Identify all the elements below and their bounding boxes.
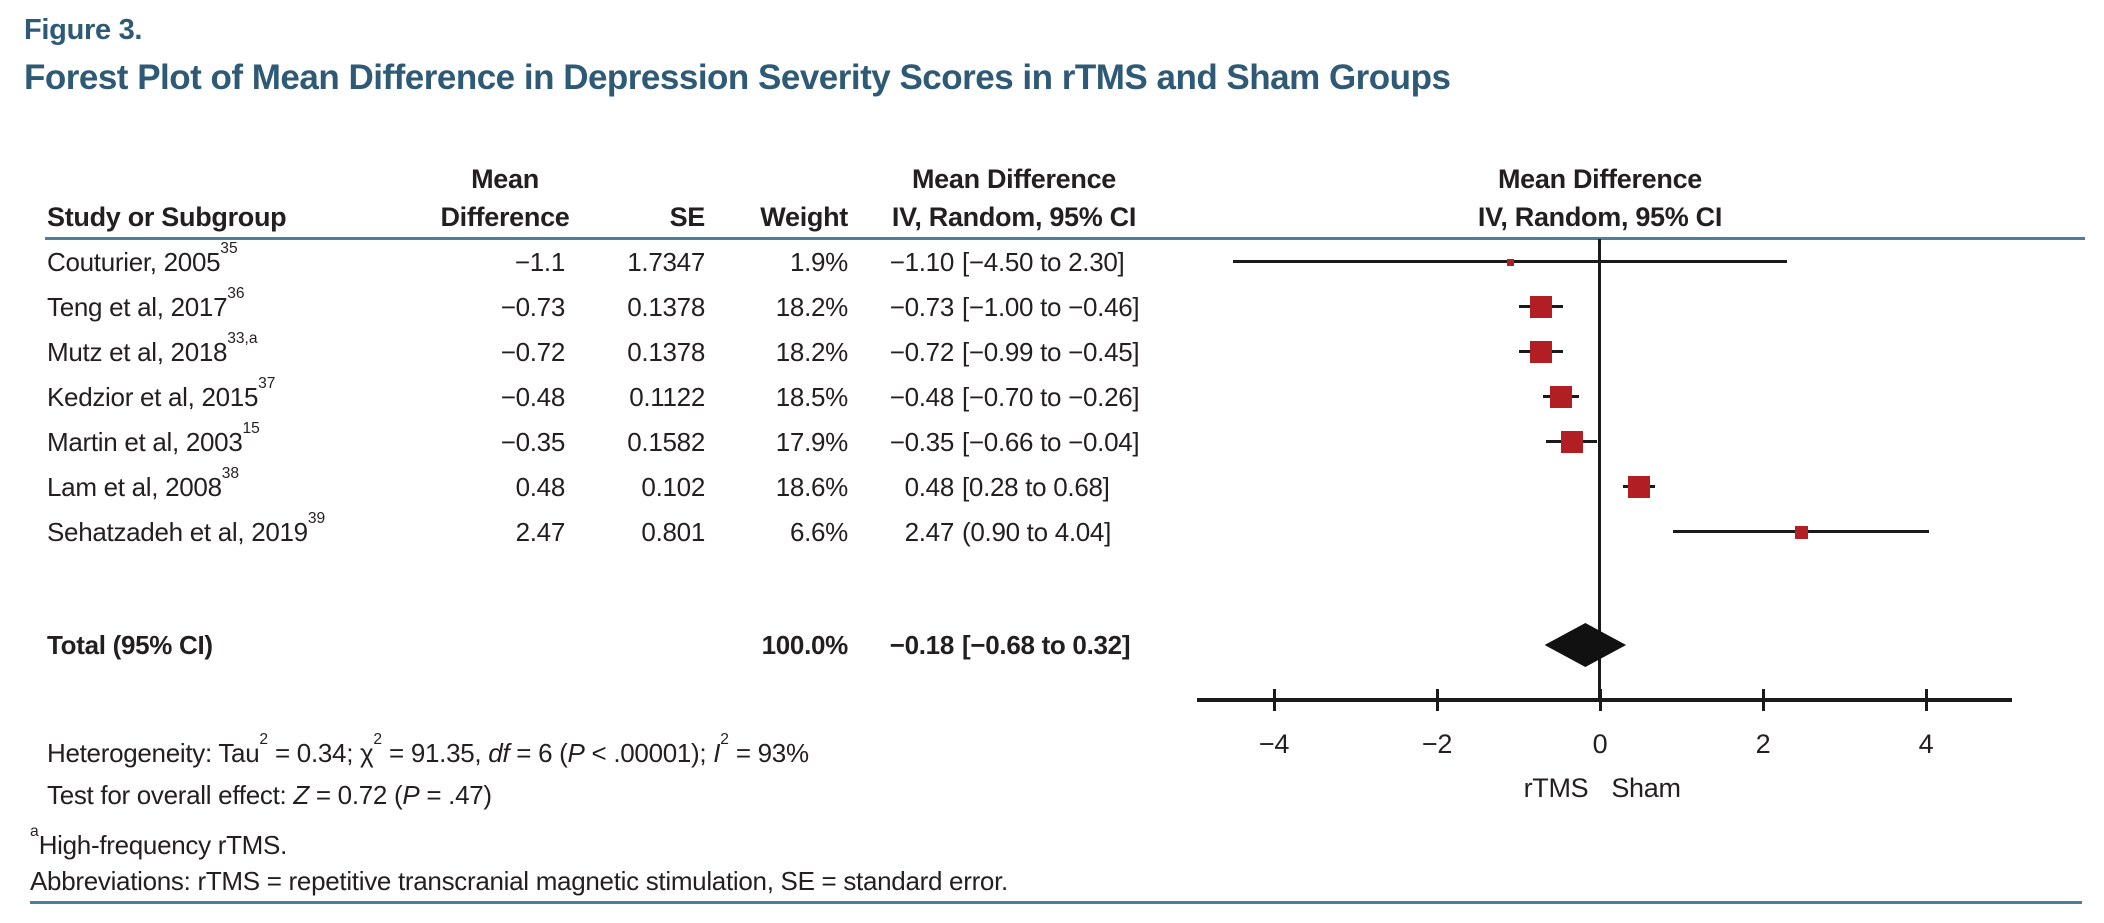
ci-estimate-value: −0.48	[889, 382, 955, 412]
md-value: −1.1	[514, 247, 565, 277]
overall-effect-stats: Test for overall effect: Z = 0.72 (P = .…	[47, 780, 492, 810]
effect-marker	[1628, 476, 1651, 498]
weight-value: 18.2%	[775, 337, 849, 367]
weight-value: 17.9%	[775, 427, 849, 457]
footnote-a: aHigh-frequency rTMS.	[30, 823, 288, 862]
se-value: 0.1378	[627, 292, 705, 322]
col-header-se: SE	[669, 202, 706, 232]
pooled-diamond	[1544, 623, 1627, 667]
col-header-mean-line1: Mean	[471, 164, 539, 194]
zero-line	[1598, 239, 1601, 700]
col-header-weight: Weight	[760, 202, 848, 232]
footnote-a-text: High-frequency rTMS.	[38, 830, 288, 860]
weight-value: 6.6%	[789, 517, 848, 547]
md-value: 2.47	[515, 517, 566, 547]
md-value: 0.48	[515, 472, 566, 502]
col-header-mean-line2: Difference	[440, 202, 570, 232]
x-axis-tick	[1761, 689, 1765, 711]
md-value: −0.72	[500, 337, 566, 367]
bottom-rule	[30, 901, 2082, 904]
study-label: Kedzior et al, 201537	[47, 374, 276, 412]
se-value: 0.1378	[627, 337, 705, 367]
plot-header-line1: Mean Difference	[1497, 164, 1703, 194]
header-rule	[45, 237, 2085, 240]
effect-marker	[1549, 386, 1572, 408]
figure-title: Forest Plot of Mean Difference in Depres…	[24, 58, 1451, 97]
effect-marker	[1560, 431, 1583, 453]
study-label: Couturier, 200535	[47, 239, 238, 277]
ci-interval-value: [−0.66 to −0.04]	[962, 427, 1140, 457]
study-label: Mutz et al, 201833,a	[47, 329, 258, 367]
total-label: Total (95% CI)	[47, 630, 213, 660]
x-axis-tick	[1272, 689, 1276, 711]
x-axis-tick	[1598, 689, 1602, 711]
axis-label-sham: Sham	[1611, 773, 1681, 803]
plot-header-line2: IV, Random, 95% CI	[1477, 202, 1723, 232]
study-label: Lam et al, 200838	[47, 464, 240, 502]
ci-estimate-value: −0.73	[889, 292, 955, 322]
heterogeneity-stats: Heterogeneity: Tau2 = 0.34; χ2 = 91.35, …	[47, 730, 809, 768]
md-value: −0.35	[500, 427, 566, 457]
x-axis-tick-label: 2	[1755, 729, 1771, 759]
ci-estimate-value: −1.10	[889, 247, 955, 277]
se-value: 0.801	[641, 517, 705, 547]
x-axis-tick	[1435, 689, 1439, 711]
x-axis-line	[1197, 698, 2012, 702]
col-header-ci-line1: Mean Difference	[911, 164, 1117, 194]
ci-estimate-value: −0.72	[889, 337, 955, 367]
study-label: Sehatzadeh et al, 201939	[47, 509, 326, 547]
se-value: 1.7347	[627, 247, 705, 277]
ci-interval-value: (0.90 to 4.04]	[962, 517, 1112, 547]
weight-value: 18.2%	[775, 292, 849, 322]
effect-marker	[1506, 258, 1514, 266]
se-value: 0.1582	[627, 427, 705, 457]
ci-estimate-value: 0.48	[904, 472, 955, 502]
footnote-a-marker: a	[30, 822, 39, 840]
se-value: 0.1122	[629, 382, 705, 412]
ci-interval-value: [−4.50 to 2.30]	[962, 247, 1125, 277]
col-header-study: Study or Subgroup	[47, 202, 287, 232]
weight-value: 18.5%	[775, 382, 849, 412]
total-ci: [−0.68 to 0.32]	[962, 630, 1131, 660]
total-weight: 100.0%	[761, 630, 849, 660]
x-axis-tick-label: 4	[1918, 729, 1934, 759]
weight-value: 1.9%	[789, 247, 848, 277]
x-axis-tick-label: −4	[1258, 729, 1290, 759]
axis-label-rtms: rTMS	[1523, 773, 1589, 803]
se-value: 0.102	[641, 472, 705, 502]
md-value: −0.73	[500, 292, 566, 322]
ci-interval-value: [0.28 to 0.68]	[962, 472, 1110, 502]
ci-interval-value: [−0.99 to −0.45]	[962, 337, 1140, 367]
x-axis-tick-label: 0	[1592, 729, 1608, 759]
total-estimate: −0.18	[889, 630, 955, 660]
ci-estimate-value: 2.47	[904, 517, 955, 547]
ci-interval-value: [−0.70 to −0.26]	[962, 382, 1140, 412]
footnote-abbreviations: Abbreviations: rTMS = repetitive transcr…	[30, 866, 1008, 896]
effect-marker	[1529, 296, 1552, 318]
ci-estimate-value: −0.35	[889, 427, 955, 457]
study-label: Martin et al, 200315	[47, 419, 260, 457]
weight-value: 18.6%	[775, 472, 849, 502]
md-value: −0.48	[500, 382, 566, 412]
ci-interval-value: [−1.00 to −0.46]	[962, 292, 1140, 322]
figure-label: Figure 3.	[24, 14, 143, 46]
col-header-ci-line2: IV, Random, 95% CI	[891, 202, 1137, 232]
x-axis-tick-label: −2	[1421, 729, 1453, 759]
x-axis-tick	[1924, 689, 1928, 711]
study-label: Teng et al, 201736	[47, 284, 245, 322]
effect-marker	[1530, 341, 1553, 363]
effect-marker	[1794, 525, 1808, 539]
